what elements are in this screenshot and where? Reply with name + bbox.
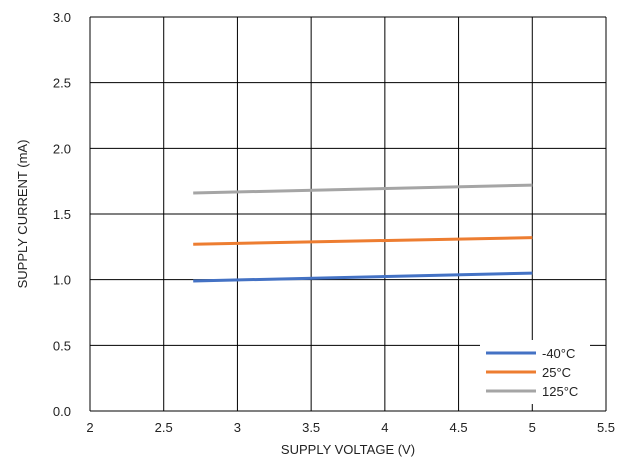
- series-line-2: [193, 183, 533, 195]
- x-tick-label: 3.5: [302, 420, 320, 435]
- y-tick-label: 0.0: [53, 404, 71, 419]
- y-axis-label: SUPPLY CURRENT (mA): [15, 140, 30, 289]
- y-tick-label: 2.5: [53, 76, 71, 91]
- x-tick-label: 3: [234, 420, 241, 435]
- y-tick-label: 3.0: [53, 10, 71, 25]
- series-line-0: [193, 271, 533, 283]
- y-tick-label: 2.0: [53, 141, 71, 156]
- x-tick-label: 4: [381, 420, 388, 435]
- y-tick-label: 0.5: [53, 338, 71, 353]
- y-tick-label: 1.5: [53, 207, 71, 222]
- y-tick-labels: 0.0 0.5 1.0 1.5 2.0 2.5 3.0: [53, 10, 71, 419]
- legend-label-1: 25°C: [542, 365, 571, 380]
- x-tick-label: 5: [529, 420, 536, 435]
- series-line-1: [193, 236, 533, 246]
- x-axis-label: SUPPLY VOLTAGE (V): [281, 442, 415, 457]
- x-tick-label: 2.5: [155, 420, 173, 435]
- legend-label-0: -40°C: [542, 346, 575, 361]
- x-tick-label: 5.5: [597, 420, 615, 435]
- x-tick-labels: 2 2.5 3 3.5 4 4.5 5 5.5: [86, 420, 615, 435]
- legend-label-2: 125°C: [542, 384, 578, 399]
- x-tick-label: 2: [86, 420, 93, 435]
- legend: -40°C 25°C 125°C: [480, 340, 590, 404]
- series-lines: [193, 183, 533, 283]
- x-tick-label: 4.5: [450, 420, 468, 435]
- y-tick-label: 1.0: [53, 273, 71, 288]
